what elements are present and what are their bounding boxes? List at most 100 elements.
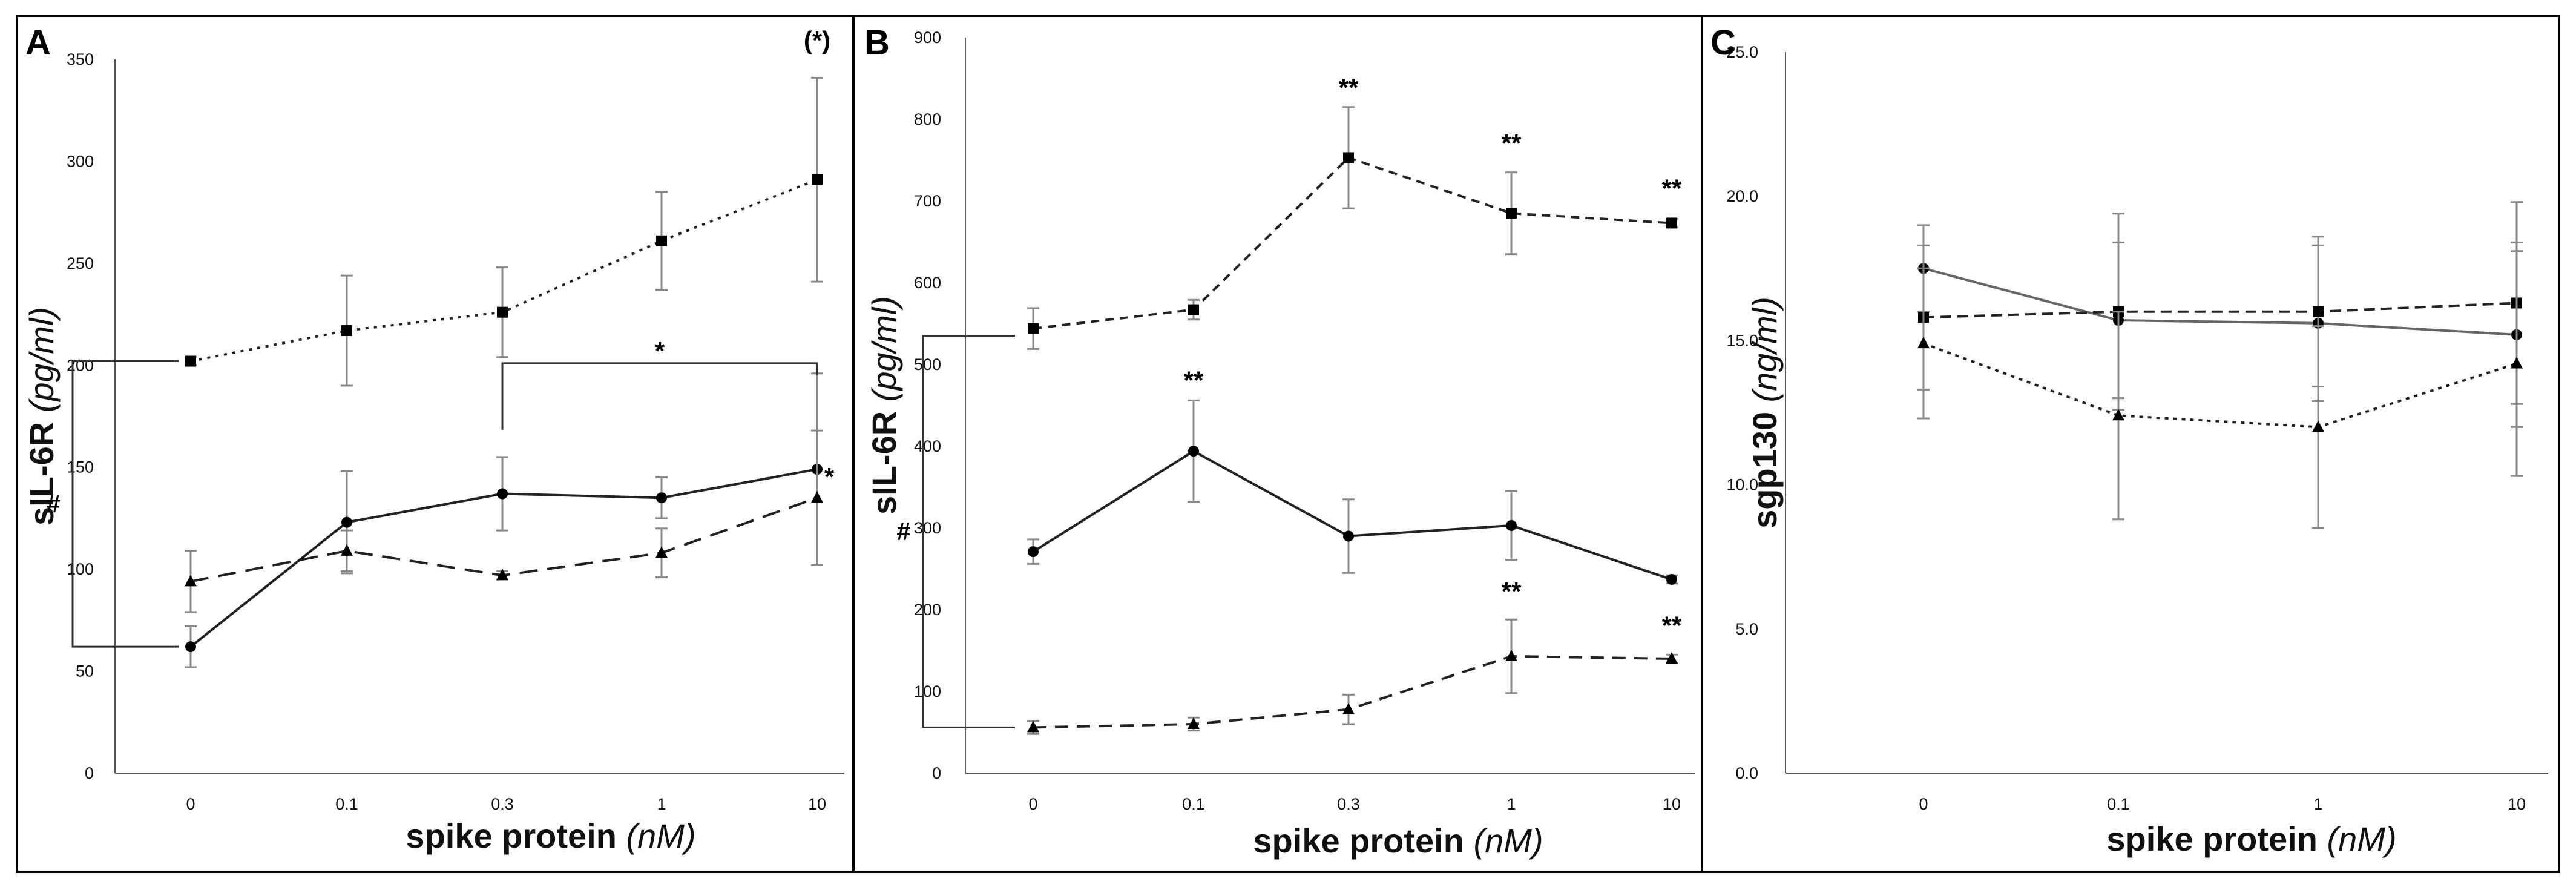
y-axis-title-text: sIL-6R (865, 411, 903, 515)
data-point-square (497, 306, 508, 318)
y-tick-label: 500 (914, 355, 941, 374)
data-point-triangle (1666, 652, 1678, 664)
data-point-circle (656, 492, 667, 504)
x-axis-title: spike protein (nM) (1253, 822, 1543, 860)
significance-bracket (922, 335, 1015, 728)
data-point-square (1506, 208, 1517, 219)
data-point-circle (1343, 530, 1354, 542)
data-point-square (2313, 306, 2324, 317)
y-tick-label: 300 (914, 519, 941, 537)
x-tick-label: 1 (1506, 795, 1516, 813)
y-tick-label: 200 (914, 601, 941, 619)
significance-bracket (501, 362, 818, 430)
panel-c-frame (1701, 15, 2560, 873)
panel-label: A (25, 23, 51, 62)
y-tick-label: 150 (67, 458, 94, 476)
data-point-triangle (1342, 702, 1355, 714)
x-tick-label: 10 (2508, 795, 2526, 813)
y-axis-title-unit: (ng/ml) (1746, 297, 1784, 402)
data-point-triangle (341, 544, 353, 556)
panel-a: A 0 50 100 150 200 250 300 350 0 0.1 0.3 1 10 spike pr… (22, 23, 844, 855)
data-point-triangle (1027, 720, 1039, 733)
x-tick-label: 1 (657, 795, 666, 813)
data-point-triangle (185, 575, 197, 587)
y-axis-title-text: sIL-6R (22, 422, 61, 526)
data-point-triangle (2112, 409, 2124, 421)
y-tick-label: 20.0 (1726, 187, 1758, 205)
y-tick-label: 600 (914, 274, 941, 292)
y-axis-title: sgp130 (ng/ml) (1746, 297, 1784, 529)
data-point-triangle (1188, 717, 1200, 729)
annotation-hash: # (46, 489, 60, 518)
x-tick-label: 0.3 (491, 795, 514, 813)
y-tick-label: 100 (67, 560, 94, 578)
y-axis-title-space (22, 412, 61, 422)
data-point-square (341, 325, 352, 337)
annotation-significance: ** (1184, 366, 1204, 395)
y-tick-label: 25.0 (1726, 43, 1758, 61)
data-point-triangle (811, 491, 823, 503)
y-tick-label: 5.0 (1735, 620, 1758, 638)
x-tick-label: 0.1 (2107, 795, 2130, 813)
y-axis-title-text: sgp130 (1746, 412, 1784, 529)
y-tick-label: 700 (914, 192, 941, 210)
panel-b: B 0 100 200 300 400 500 600 700 800 900 0 0.1 0.3 1 10 s… (864, 23, 1695, 860)
annotation-star: * (655, 337, 665, 365)
data-point-circle (1188, 446, 1199, 457)
series-line-triangle (1923, 342, 2517, 429)
data-point-triangle (2511, 357, 2523, 369)
annotation-significance: * (824, 463, 835, 491)
x-axis-title-space (1464, 822, 1474, 860)
y-tick-label: 200 (67, 356, 94, 374)
y-axis-title-space (1746, 402, 1784, 412)
x-tick-label: 1 (2313, 795, 2322, 813)
panel-label: C (1710, 23, 1736, 62)
annotation-significance: ** (1662, 612, 1682, 640)
y-axis-title-unit: (pg/ml) (865, 296, 903, 401)
x-axis-title: spike protein (nM) (406, 817, 695, 855)
data-point-circle (1666, 574, 1677, 585)
x-axis-title-unit: (nM) (2327, 820, 2397, 858)
annotation-hash: # (896, 517, 910, 546)
x-axis-title-space (2318, 820, 2327, 858)
data-point-circle (1028, 546, 1039, 558)
x-axis-title: spike protein (nM) (2106, 820, 2396, 858)
y-axis-title-unit: (pg/ml) (22, 307, 61, 412)
y-tick-label: 15.0 (1726, 331, 1758, 349)
y-tick-label: 350 (67, 50, 94, 68)
panel-c: C 0.0 5.0 10.0 15.0 20.0 25.0 0 0.1 1 10 spike prot… (1710, 23, 2548, 858)
data-point-square (1028, 323, 1039, 334)
data-point-triangle (496, 569, 508, 581)
y-tick-label: 0 (932, 764, 941, 782)
data-point-circle (497, 488, 508, 500)
x-tick-label: 10 (1663, 795, 1681, 813)
x-axis-title-text: spike protein (406, 817, 617, 855)
x-axis-title-unit: (nM) (1474, 822, 1543, 860)
data-point-square (656, 235, 667, 246)
data-point-square (812, 174, 823, 185)
y-tick-label: 800 (914, 110, 941, 128)
series-line-circle (1923, 267, 2517, 336)
annotation-significance: ** (1339, 73, 1359, 102)
y-tick-label: 50 (76, 662, 94, 681)
x-tick-label: 10 (808, 795, 826, 813)
data-point-triangle (1917, 337, 1930, 349)
x-axis-title-space (617, 817, 626, 855)
x-tick-label: 0.1 (335, 795, 358, 813)
data-point-triangle (1505, 649, 1517, 661)
x-axis-title-text: spike protein (1253, 822, 1464, 860)
y-tick-label: 400 (914, 437, 941, 455)
annotation-significance: ** (1662, 174, 1682, 202)
y-axis-title-space (865, 401, 903, 411)
data-point-triangle (2312, 420, 2324, 432)
data-point-square (1666, 217, 1677, 229)
y-tick-label: 250 (67, 254, 94, 272)
data-point-square (1343, 152, 1354, 163)
panel-label: B (864, 23, 890, 62)
data-point-circle (1506, 519, 1517, 531)
y-tick-label: 300 (67, 152, 94, 170)
annotation-significance: ** (1502, 577, 1522, 605)
data-point-circle (185, 641, 196, 653)
x-tick-label: 0.3 (1337, 795, 1360, 813)
